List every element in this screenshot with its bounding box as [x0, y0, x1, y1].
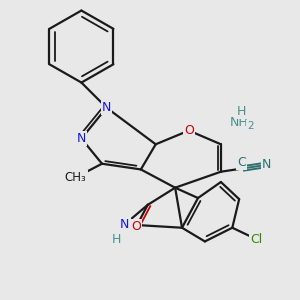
Text: 2: 2 [247, 121, 254, 131]
Text: O: O [184, 124, 194, 137]
Text: Cl: Cl [250, 233, 262, 246]
Text: C: C [237, 156, 246, 169]
Text: H: H [112, 233, 122, 246]
Text: CH₃: CH₃ [65, 171, 87, 184]
Text: N: N [262, 158, 271, 171]
Text: N: N [120, 218, 130, 231]
Text: N: N [102, 101, 111, 114]
Text: N: N [77, 132, 86, 145]
Text: NH: NH [230, 116, 248, 129]
Text: O: O [131, 220, 141, 233]
Text: H: H [237, 105, 246, 118]
